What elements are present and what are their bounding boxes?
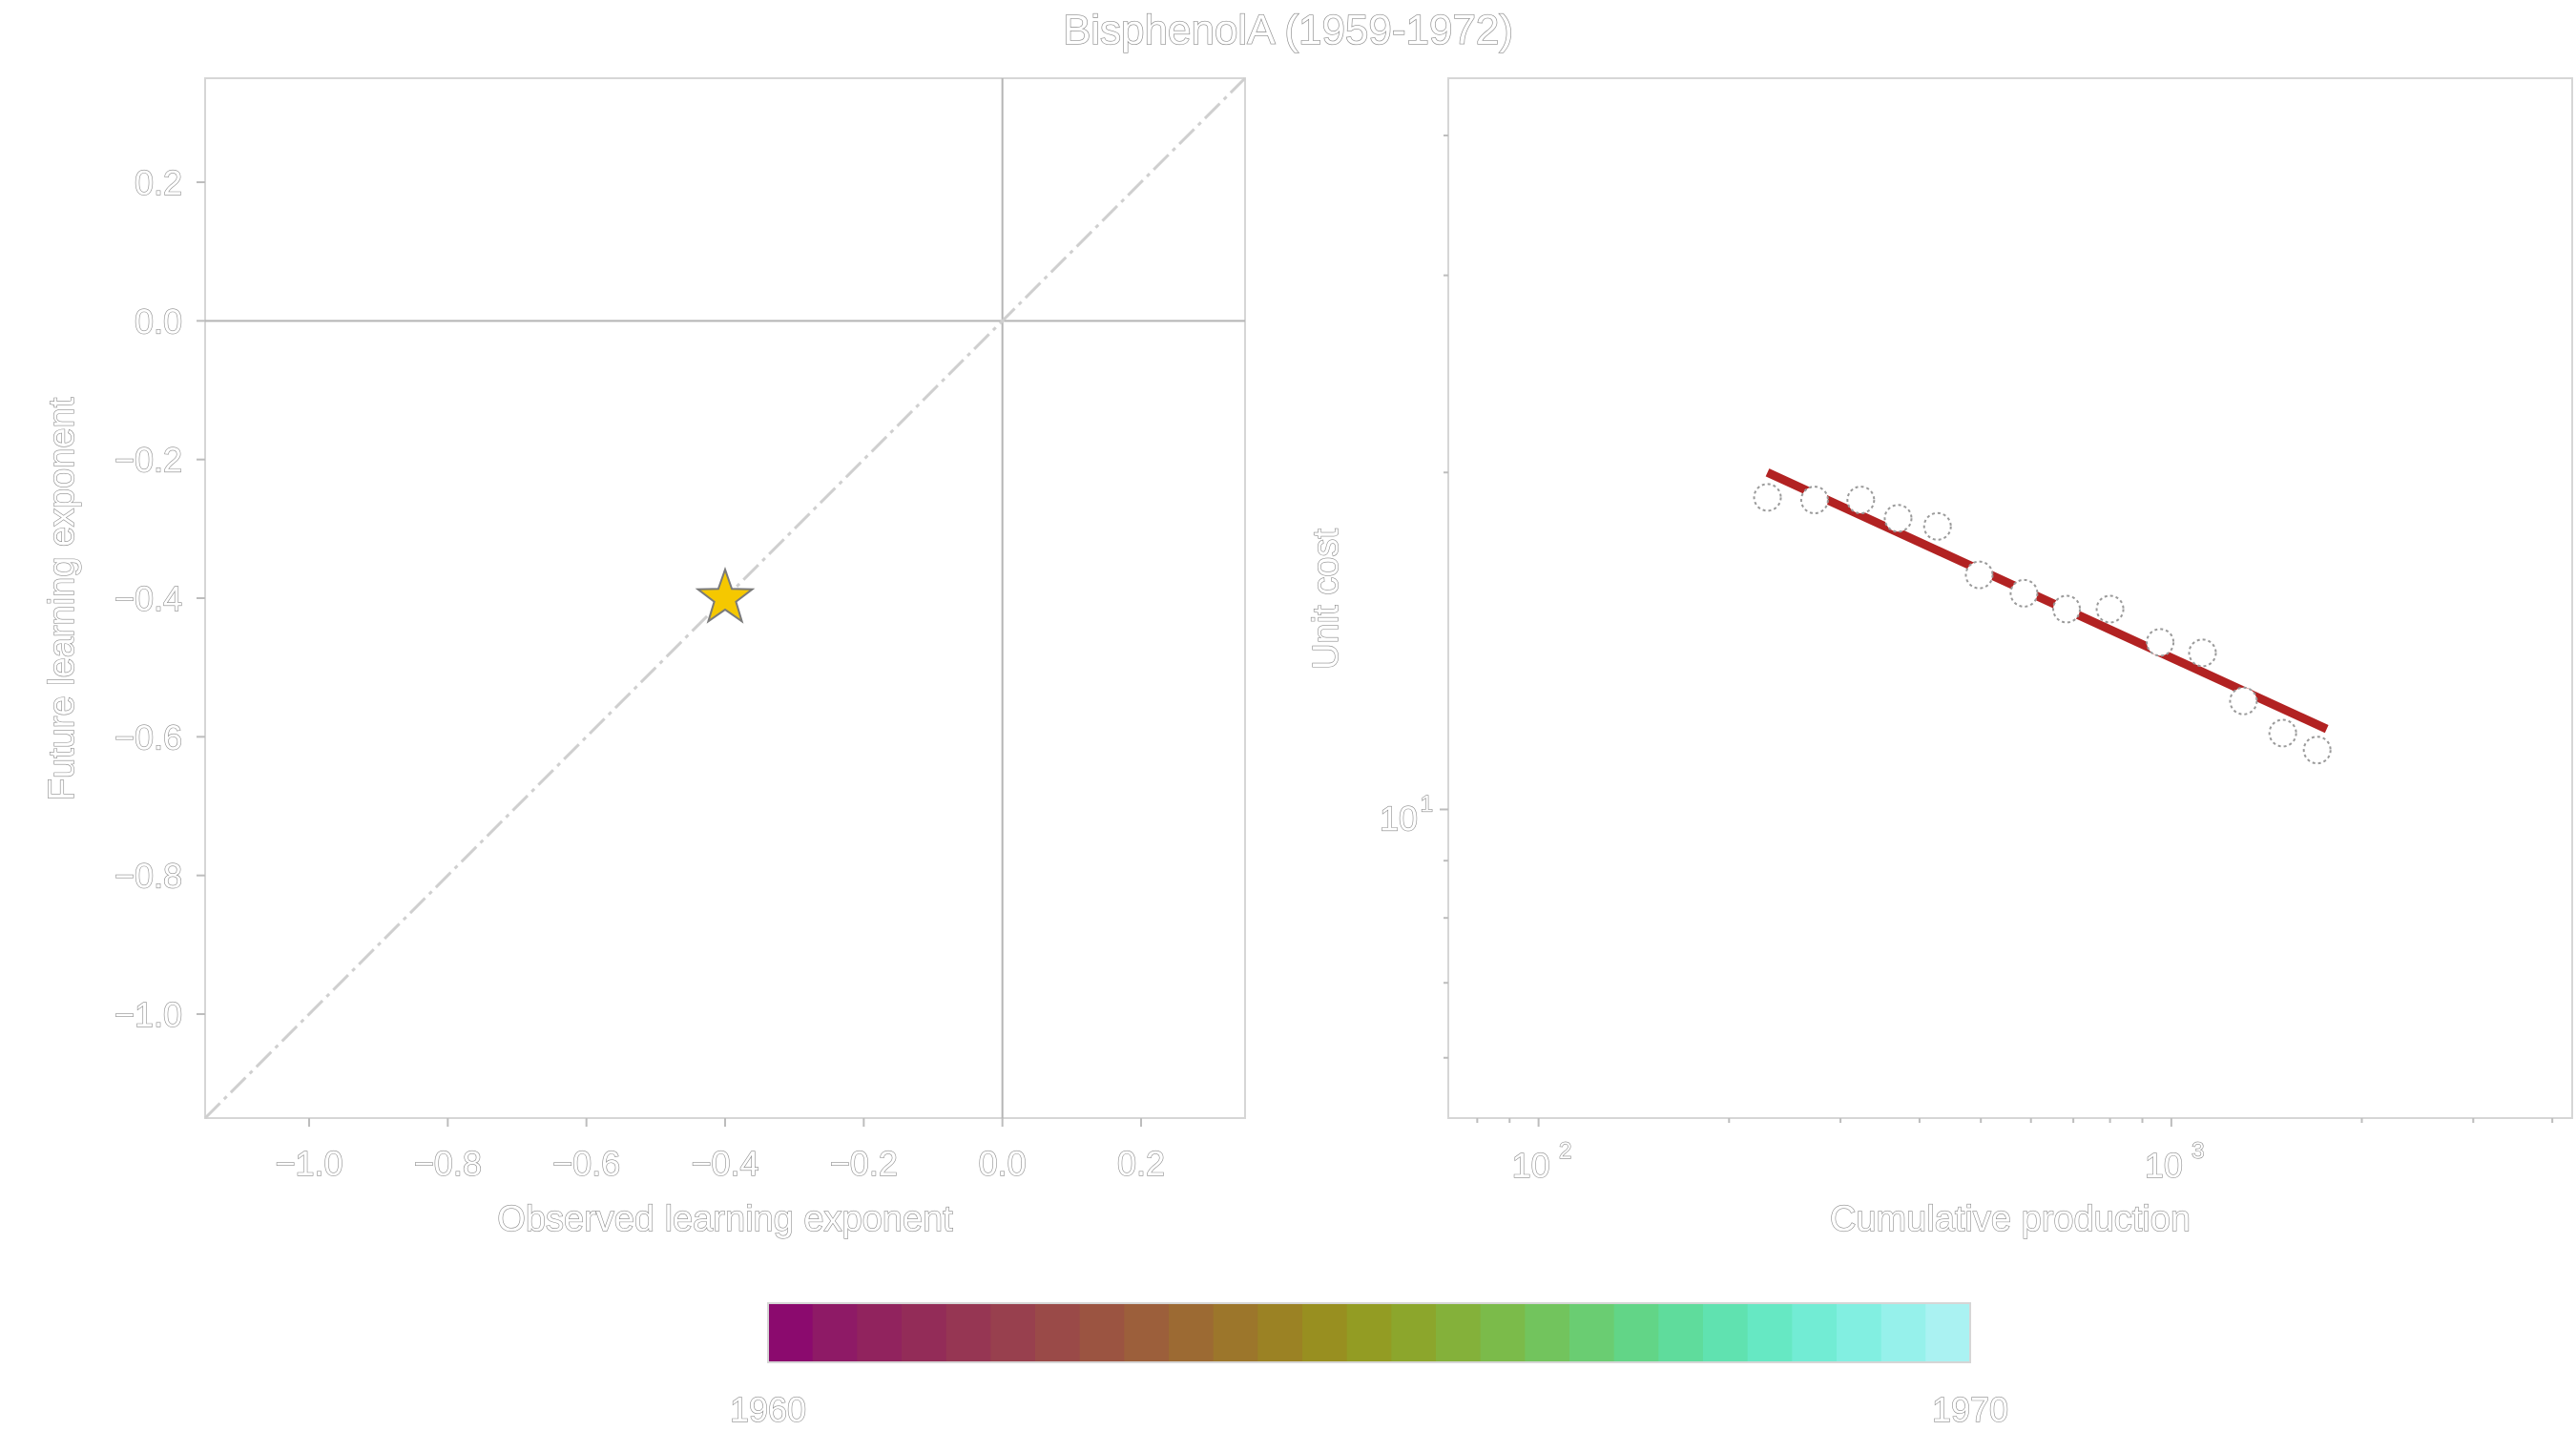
left-y-tick-label: −0.4 [114,579,182,618]
left-y-tick-label: −0.8 [114,857,182,896]
right-x-axis-label: Cumulative production [1830,1199,2191,1239]
left-y-axis-label: Future learning exponent [42,397,82,800]
left-y-tick-label: 0.2 [135,163,182,202]
colorbar-max-label: 1970 [1932,1390,2008,1429]
colorbar-cell [1613,1303,1659,1362]
left-x-ticks: −1.0 −0.8 −0.6 −0.4 −0.2 0.0 0.2 [275,1118,1166,1184]
left-y-tick-label: −0.6 [114,717,182,757]
colorbar-cell [1569,1303,1615,1362]
figure-title: BisphenolA (1959-1972) [1063,7,1513,53]
right-x-tick-label: 10 [2145,1146,2183,1185]
left-x-tick-label: 0.2 [1117,1144,1165,1183]
right-x-tick-exponent: 3 [2192,1138,2204,1164]
right-y-axis-label: Unit cost [1306,529,1346,670]
colorbar-cell [1880,1303,1926,1362]
data-point [1753,483,1782,512]
colorbar-cells [768,1303,1971,1362]
colorbar-cell [902,1303,947,1362]
data-point [2095,594,2125,624]
colorbar-cell [1346,1303,1392,1362]
colorbar-cell [1747,1303,1793,1362]
colorbar-cell [1391,1303,1437,1362]
data-point [2052,594,2082,624]
data-point [2146,628,2175,657]
colorbar-cell [1658,1303,1704,1362]
left-y-ticks: 0.2 0.0 −0.2 −0.4 −0.6 −0.8 −1.0 [114,162,205,1035]
colorbar-cell [1079,1303,1125,1362]
star-marker [695,566,756,624]
data-point [1799,486,1829,515]
colorbar-cell [1257,1303,1303,1362]
right-plot-frame [1447,77,2573,1119]
colorbar: 1960 1970 [729,1302,2009,1430]
right-x-tick-exponent: 2 [1559,1138,1571,1164]
right-points [1753,483,2332,765]
left-x-tick-label: −0.4 [691,1144,758,1183]
data-point [2188,638,2217,668]
data-point [2009,578,2039,608]
colorbar-cell [1124,1303,1170,1362]
left-y-tick-label: −1.0 [114,995,182,1034]
colorbar-cell [768,1303,814,1362]
right-fit-line [1765,468,2329,734]
colorbar-cell [990,1303,1036,1362]
right-x-tick-label: 10 [1512,1146,1550,1185]
data-point [1846,486,1876,515]
colorbar-cell [857,1303,903,1362]
fit-line [1765,468,2329,734]
data-point [2302,736,2332,765]
colorbar-cell [1436,1303,1482,1362]
left-x-tick-label: −1.0 [275,1144,343,1183]
data-point [1883,504,1913,533]
left-y-tick-label: 0.0 [135,301,182,341]
colorbar-cell [812,1303,858,1362]
colorbar-cell [945,1303,991,1362]
right-y-tick-label: 10 [1380,798,1418,838]
left-x-tick-label: 0.0 [979,1144,1027,1183]
left-x-tick-label: −0.2 [830,1144,898,1183]
left-x-tick-label: −0.8 [414,1144,482,1183]
colorbar-cell [1792,1303,1838,1362]
colorbar-cell [1525,1303,1570,1362]
colorbar-cell [1213,1303,1258,1362]
data-point [2268,718,2297,748]
left-y-tick-label: −0.2 [114,441,182,480]
left-panel: −1.0 −0.8 −0.6 −0.4 −0.2 0.0 0.2 0.2 0.0 −0.2 −0.… [41,76,1247,1240]
colorbar-cell [1925,1303,1971,1362]
data-point [1922,511,1952,541]
right-panel: 10 2 10 3 10 1 Cumulative production Unit co… [1305,77,2573,1240]
right-x-ticks: 10 2 10 3 [1476,1118,2554,1186]
colorbar-cell [1837,1303,1882,1362]
colorbar-cell [1035,1303,1081,1362]
colorbar-cell [1480,1303,1526,1362]
left-points [695,566,756,624]
right-y-ticks: 10 1 [1379,135,1448,1059]
colorbar-min-label: 1960 [730,1390,806,1429]
colorbar-frame [767,1302,1971,1363]
left-x-axis-label: Observed learning exponent [497,1199,953,1239]
colorbar-cell [1302,1303,1348,1362]
data-point [2229,686,2258,716]
right-y-tick-exponent: 1 [1421,791,1433,817]
data-point [1964,560,1994,590]
colorbar-cell [1703,1303,1749,1362]
colorbar-cell [1169,1303,1215,1362]
left-x-tick-label: −0.6 [552,1144,620,1183]
